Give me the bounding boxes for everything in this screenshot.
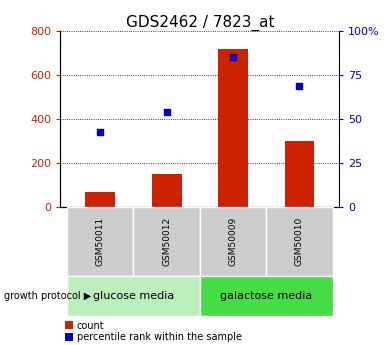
Bar	[67, 207, 133, 276]
Point	[97, 129, 103, 135]
Bar	[133, 207, 200, 276]
Point	[230, 55, 236, 60]
Title: GDS2462 / 7823_at: GDS2462 / 7823_at	[126, 15, 274, 31]
Bar	[285, 141, 314, 207]
Text: growth protocol ▶: growth protocol ▶	[4, 291, 91, 301]
Bar	[67, 276, 200, 316]
Bar	[266, 207, 333, 276]
Bar	[218, 49, 248, 207]
Text: GSM50012: GSM50012	[162, 217, 171, 266]
Point	[296, 83, 303, 89]
Text: GSM50010: GSM50010	[295, 217, 304, 266]
Point	[163, 110, 170, 115]
Text: GSM50011: GSM50011	[96, 217, 105, 266]
Bar	[152, 174, 182, 207]
Bar	[85, 191, 115, 207]
Text: GSM50009: GSM50009	[229, 217, 238, 266]
Bar	[200, 207, 266, 276]
Legend: count, percentile rank within the sample: count, percentile rank within the sample	[65, 321, 242, 343]
Bar	[200, 276, 333, 316]
Text: galactose media: galactose media	[220, 291, 312, 301]
Text: glucose media: glucose media	[93, 291, 174, 301]
